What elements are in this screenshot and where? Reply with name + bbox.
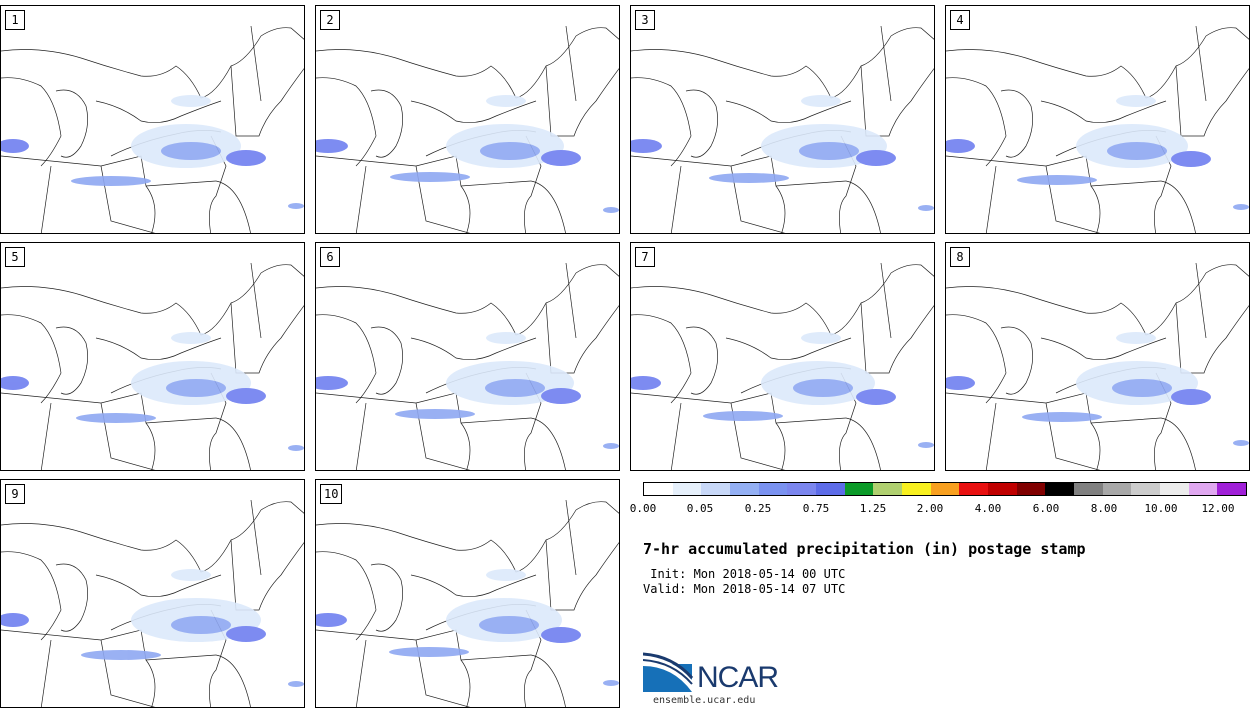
colorbar-tick-label: 10.00 — [1144, 502, 1178, 515]
map-panel: 1 — [0, 5, 305, 234]
colorbar-swatch — [1074, 483, 1103, 495]
colorbar-swatch — [816, 483, 845, 495]
colorbar-swatch — [902, 483, 931, 495]
map-panel: 8 — [945, 242, 1250, 471]
member-label: 7 — [635, 247, 655, 267]
map-panel: 2 — [315, 5, 620, 234]
colorbar-swatch — [1102, 483, 1132, 495]
colorbar-tick-label: 12.00 — [1201, 502, 1235, 515]
colorbar-swatch — [988, 483, 1017, 495]
colorbar-tick-label: 0.00 — [629, 502, 657, 515]
colorbar-swatch — [959, 483, 989, 495]
colorbar-swatch — [787, 483, 817, 495]
colorbar-swatch — [730, 483, 759, 495]
member-label: 4 — [950, 10, 970, 30]
member-label: 2 — [320, 10, 340, 30]
colorbar-swatch — [672, 483, 702, 495]
colorbar-swatch — [844, 483, 874, 495]
ncar-logo-text: NCAR — [697, 661, 779, 694]
colorbar-tick-label: 0.05 — [686, 502, 714, 515]
colorbar-tick-label: 6.00 — [1032, 502, 1060, 515]
colorbar-ticks: 0.00 0.05 0.25 0.75 1.25 2.00 4.00 6.00 8.00 10.0… — [630, 502, 1250, 516]
member-label: 6 — [320, 247, 340, 267]
init-time: Init: Mon 2018-05-14 00 UTC — [643, 567, 846, 581]
member-label: 5 — [5, 247, 25, 267]
colorbar-tick-label: 4.00 — [974, 502, 1002, 515]
chart-title: 7-hr accumulated precipitation (in) post… — [643, 540, 1086, 558]
precip-colorbar — [643, 482, 1247, 496]
colorbar-swatch — [873, 483, 903, 495]
valid-time: Valid: Mon 2018-05-14 07 UTC — [643, 582, 846, 596]
colorbar-swatch — [1160, 483, 1189, 495]
member-label: 9 — [5, 484, 25, 504]
colorbar-swatch — [1131, 483, 1161, 495]
map-panel: 5 — [0, 242, 305, 471]
member-label: 8 — [950, 247, 970, 267]
colorbar-swatch — [644, 483, 673, 495]
colorbar-swatch — [930, 483, 960, 495]
colorbar-swatch — [1016, 483, 1046, 495]
colorbar-swatch — [758, 483, 788, 495]
map-panel: 7 — [630, 242, 935, 471]
colorbar-tick-label: 0.25 — [744, 502, 772, 515]
site-url: ensemble.ucar.edu — [653, 695, 756, 706]
colorbar-swatch — [1217, 483, 1247, 495]
colorbar-swatch — [701, 483, 731, 495]
colorbar-tick-label: 8.00 — [1090, 502, 1118, 515]
member-label: 1 — [5, 10, 25, 30]
ncar-logo-icon — [643, 652, 694, 692]
colorbar-tick-label: 2.00 — [916, 502, 944, 515]
run-info: Init: Mon 2018-05-14 00 UTC Valid: Mon 20… — [643, 567, 845, 597]
map-panel: 9 — [0, 479, 305, 708]
map-panel: 6 — [315, 242, 620, 471]
member-label: 3 — [635, 10, 655, 30]
colorbar-swatch — [1045, 483, 1075, 495]
member-label: 10 — [320, 484, 343, 504]
colorbar-tick-label: 1.25 — [859, 502, 887, 515]
map-panel: 3 — [630, 5, 935, 234]
map-panel: 10 — [315, 479, 620, 708]
colorbar-swatch — [1188, 483, 1218, 495]
map-panel: 4 — [945, 5, 1250, 234]
colorbar-tick-label: 0.75 — [802, 502, 830, 515]
